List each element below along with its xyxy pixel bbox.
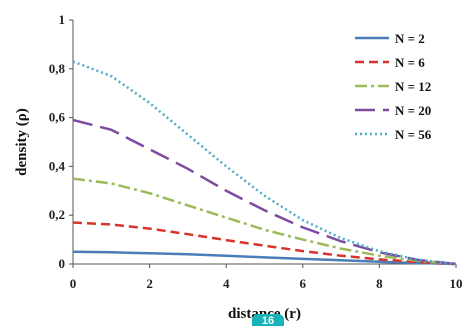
legend-label-5: N = 56 xyxy=(395,127,432,142)
legend-label-4: N = 20 xyxy=(395,103,431,118)
x-tick-label: 8 xyxy=(376,276,383,291)
x-tick-label: 10 xyxy=(450,276,462,291)
page-badge: 16 xyxy=(252,314,284,326)
legend-label-3: N = 12 xyxy=(395,79,431,94)
y-tick-label: 0,8 xyxy=(49,61,66,76)
series-line-1 xyxy=(73,252,456,264)
y-tick-label: 0,6 xyxy=(49,110,66,125)
y-tick-label: 1 xyxy=(59,12,66,27)
x-tick-label: 6 xyxy=(300,276,307,291)
y-axis-title: density (ρ) xyxy=(14,108,30,176)
x-tick-label: 0 xyxy=(70,276,77,291)
series-line-3 xyxy=(73,179,456,264)
legend-label-1: N = 2 xyxy=(395,31,425,46)
legend: N = 2 N = 6 N = 12 N = 20 N = 56 xyxy=(355,31,432,142)
y-tick-label: 0,4 xyxy=(49,158,66,173)
x-tick-label: 2 xyxy=(146,276,153,291)
x-tick-label: 4 xyxy=(223,276,230,291)
y-tick-label: 0,2 xyxy=(49,207,65,222)
legend-label-2: N = 6 xyxy=(395,55,425,70)
y-tick-label: 0 xyxy=(59,256,66,271)
